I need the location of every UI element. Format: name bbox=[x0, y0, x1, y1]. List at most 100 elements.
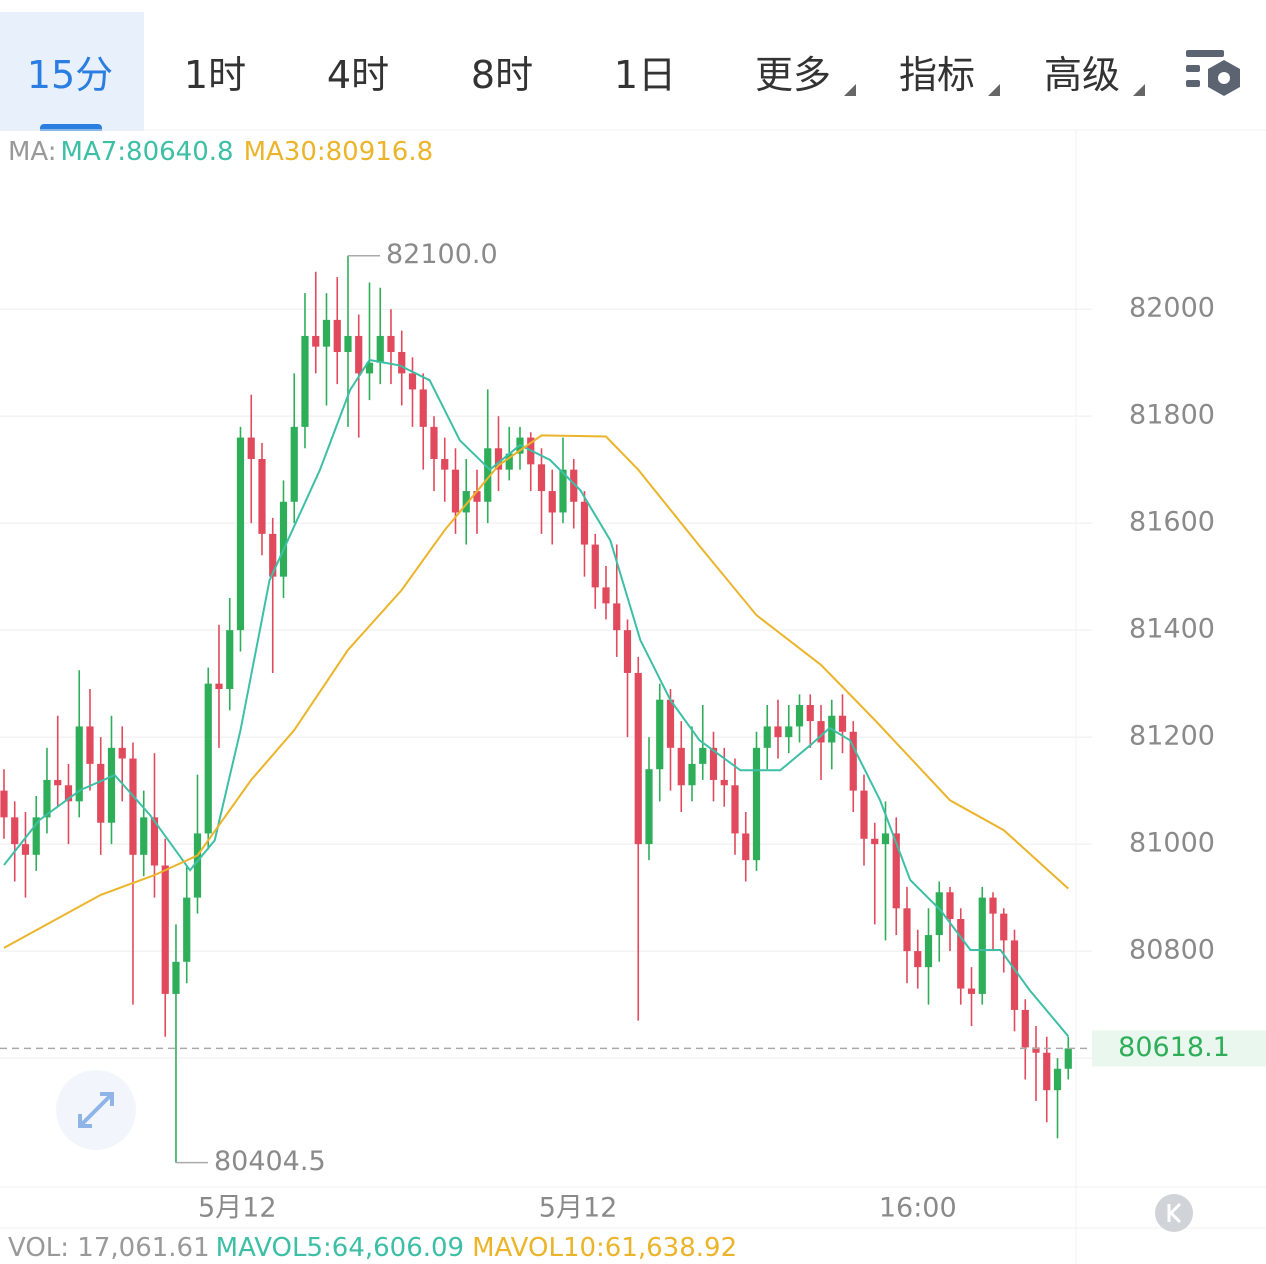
candle-body bbox=[258, 458, 266, 534]
candle-body bbox=[193, 833, 202, 898]
candle-body bbox=[699, 747, 707, 764]
last-price-box bbox=[1092, 1030, 1266, 1067]
y-tick-label: 82000 bbox=[1129, 293, 1215, 324]
tab[interactable]: 指标 bbox=[898, 53, 976, 97]
tab[interactable]: 高级 bbox=[1043, 53, 1121, 97]
candle-body bbox=[86, 726, 94, 764]
active-tab-bg bbox=[0, 12, 144, 131]
volume-label: VOL: 17,061.61 bbox=[8, 1233, 210, 1263]
dropdown-arrow bbox=[844, 84, 856, 96]
candle-body bbox=[398, 351, 406, 374]
candle-body bbox=[752, 747, 761, 861]
candle-body bbox=[290, 426, 298, 502]
candle-body bbox=[107, 747, 116, 823]
mavol5: MAVOL5:64,606.09 bbox=[216, 1233, 464, 1263]
candle-body bbox=[957, 919, 965, 989]
candle-body bbox=[1043, 1052, 1051, 1091]
ma-line bbox=[3, 358, 1070, 1037]
candle-body bbox=[656, 699, 664, 770]
settings-icon[interactable] bbox=[1186, 50, 1240, 96]
tab[interactable]: 更多 bbox=[754, 53, 832, 97]
candle-body bbox=[43, 779, 51, 818]
candle-body bbox=[451, 469, 460, 513]
candle-body bbox=[32, 817, 40, 855]
candle-body bbox=[1021, 1009, 1029, 1048]
annotation-label: 82100.0 bbox=[386, 239, 498, 270]
tab[interactable]: 1时 bbox=[183, 53, 247, 97]
candle-body bbox=[849, 731, 857, 791]
candle-body bbox=[570, 469, 578, 502]
candle-body bbox=[548, 491, 556, 513]
candle-body bbox=[97, 763, 105, 823]
ma7-legend: MA7:80640.8 bbox=[61, 137, 234, 167]
candle-body bbox=[204, 683, 212, 834]
candle-body bbox=[355, 335, 363, 374]
candle-body bbox=[795, 705, 804, 727]
candle-body bbox=[441, 458, 449, 470]
candle-body bbox=[1032, 1047, 1040, 1053]
candle-body bbox=[924, 935, 933, 968]
ma-label: MA: bbox=[8, 137, 57, 167]
tab[interactable]: 15分 bbox=[26, 53, 114, 97]
candle-body bbox=[677, 747, 685, 786]
candle-body bbox=[634, 672, 642, 845]
candle-body bbox=[75, 726, 83, 802]
candle-body bbox=[580, 501, 589, 545]
candle-body bbox=[161, 865, 169, 994]
x-tick-label: 5月12 bbox=[539, 1193, 618, 1224]
candle-body bbox=[591, 544, 599, 588]
candle-body bbox=[666, 699, 675, 748]
candle-body bbox=[64, 785, 73, 802]
candle-body bbox=[1010, 940, 1019, 1010]
candle-body bbox=[494, 448, 503, 470]
candle-body bbox=[989, 897, 997, 914]
candle-body bbox=[408, 373, 417, 390]
tab[interactable]: 8时 bbox=[470, 53, 534, 97]
candle-body bbox=[376, 335, 384, 363]
y-tick-label: 81400 bbox=[1129, 614, 1215, 645]
candle-body bbox=[688, 763, 696, 786]
candle-body bbox=[484, 448, 492, 502]
dropdown-arrow bbox=[988, 84, 1000, 96]
candle-body bbox=[613, 603, 621, 631]
candle-body bbox=[344, 335, 352, 352]
x-tick-label: 16:00 bbox=[879, 1193, 957, 1224]
dropdown-arrow bbox=[1133, 84, 1145, 96]
last-price-label: 80618.1 bbox=[1118, 1032, 1230, 1063]
candle-body bbox=[774, 726, 782, 738]
candle-body bbox=[269, 533, 277, 577]
candle-body bbox=[1053, 1068, 1062, 1091]
candle-body bbox=[247, 437, 255, 459]
candle-body bbox=[505, 453, 513, 470]
candle-body bbox=[881, 833, 890, 845]
candle-body bbox=[871, 838, 879, 845]
candle-body bbox=[935, 892, 943, 936]
tab[interactable]: 1日 bbox=[613, 53, 677, 97]
expand-button[interactable] bbox=[56, 1070, 136, 1150]
candle-body bbox=[1064, 1048, 1072, 1069]
candle-body bbox=[333, 319, 341, 352]
candle-body bbox=[946, 892, 954, 920]
collapse-button[interactable] bbox=[1155, 1194, 1193, 1232]
candle-body bbox=[860, 790, 868, 839]
candle-body bbox=[914, 951, 922, 968]
plot: 8060080800810008120081400816008180082000… bbox=[0, 239, 1266, 1224]
candle-body bbox=[129, 758, 137, 855]
candle-body bbox=[785, 726, 793, 738]
candle-body bbox=[54, 779, 62, 786]
y-tick-label: 80800 bbox=[1129, 935, 1215, 966]
candle-body bbox=[892, 833, 900, 909]
annotation-label: 80404.5 bbox=[214, 1146, 326, 1177]
candle-body bbox=[301, 335, 309, 427]
candle-body bbox=[312, 335, 320, 347]
candle-body bbox=[462, 491, 470, 513]
active-tab-underline bbox=[40, 124, 102, 131]
candle-body bbox=[11, 817, 19, 845]
tab[interactable]: 4时 bbox=[326, 53, 390, 97]
candle-body bbox=[236, 437, 245, 631]
candle-body bbox=[602, 587, 610, 604]
candle-body bbox=[742, 833, 750, 861]
candle-body bbox=[838, 715, 847, 732]
candle-body bbox=[1000, 913, 1008, 941]
